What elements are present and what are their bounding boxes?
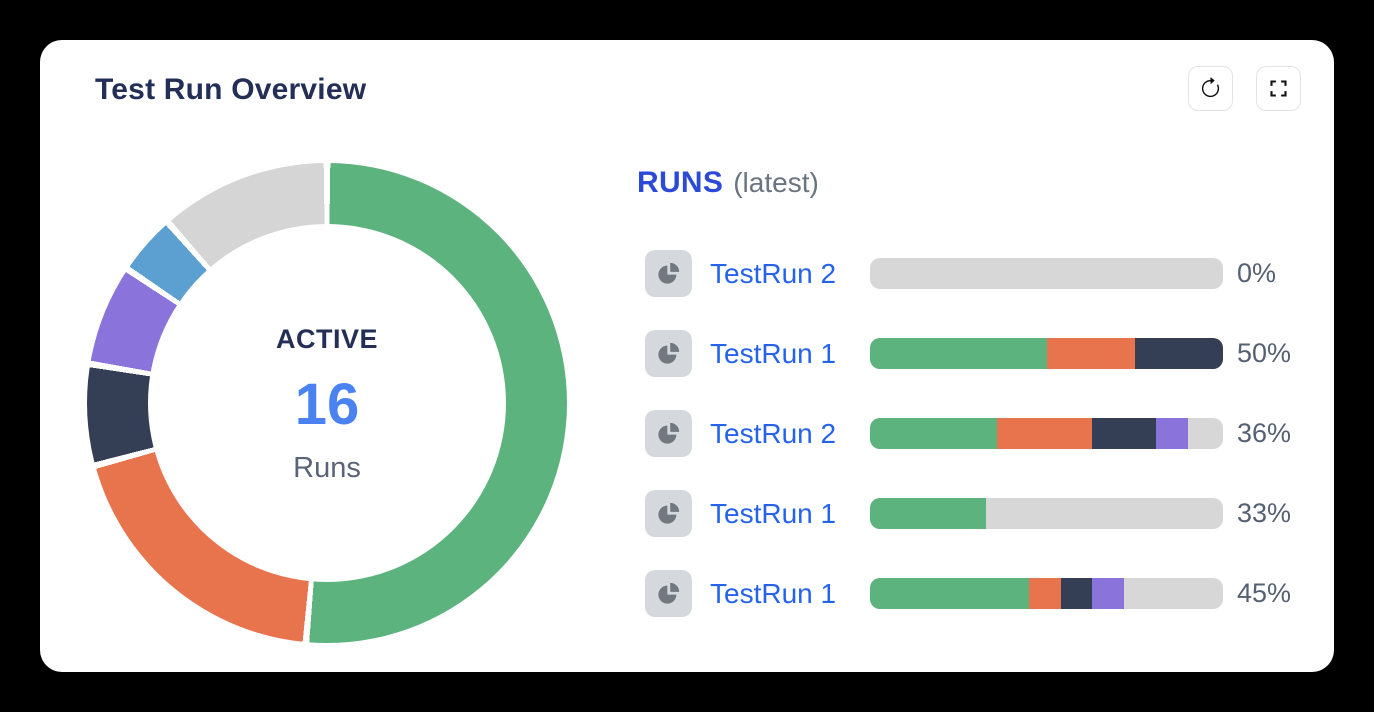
fullscreen-button[interactable] (1256, 66, 1301, 111)
bar-segment-purple (1155, 418, 1188, 449)
run-name-cell: TestRun 2 (692, 258, 870, 290)
bar-segment-green (870, 418, 998, 449)
run-progress-bar (870, 498, 1223, 529)
bar-segment-purple (1092, 578, 1125, 609)
run-pct: 33% (1237, 498, 1292, 528)
bar-segment-green (870, 578, 1029, 609)
bar-segment-green (870, 498, 987, 529)
run-name-link[interactable]: TestRun 1 (710, 337, 837, 369)
run-progress-bar (870, 578, 1223, 609)
run-progress-bar (870, 258, 1223, 289)
run-row: TestRun 2 36% (645, 410, 1345, 457)
run-pct: 45% (1237, 578, 1292, 608)
pie-chart-icon (645, 490, 692, 537)
active-runs-donut-chart: ACTIVE 16 Runs (87, 163, 567, 643)
run-row: TestRun 1 33% (645, 490, 1345, 537)
run-row: TestRun 1 50% (645, 330, 1345, 377)
refresh-button[interactable] (1188, 66, 1233, 111)
bar-segment-navy (1060, 578, 1093, 609)
bar-segment-orange (1046, 338, 1135, 369)
header-actions (1188, 66, 1301, 111)
bar-segment-navy (1134, 338, 1223, 369)
run-name-cell: TestRun 1 (692, 338, 870, 370)
runs-heading-suffix: (latest) (733, 167, 819, 198)
pie-chart-icon (645, 570, 692, 617)
run-name-cell: TestRun 1 (692, 578, 870, 610)
pie-chart-icon (645, 330, 692, 377)
run-name-cell: TestRun 2 (692, 418, 870, 450)
run-name-link[interactable]: TestRun 2 (710, 417, 837, 449)
pie-chart-icon (645, 250, 692, 297)
test-run-overview-card: Test Run Overview (40, 40, 1334, 672)
run-progress-bar (870, 338, 1223, 369)
donut-center-label: ACTIVE (275, 324, 379, 354)
run-progress-bar (870, 418, 1223, 449)
fullscreen-icon (1268, 78, 1289, 99)
run-row: TestRun 1 45% (645, 570, 1345, 617)
run-pct: 0% (1237, 258, 1277, 288)
runs-rows: TestRun 2 0% TestRun 1 50% TestRun 2 3 (645, 250, 1345, 650)
run-name-link[interactable]: TestRun 1 (710, 577, 837, 609)
run-pct: 50% (1237, 338, 1292, 368)
run-name-cell: TestRun 1 (692, 498, 870, 530)
page-title: Test Run Overview (95, 73, 367, 106)
donut-center-sublabel: Runs (293, 452, 361, 484)
donut-center-value: 16 (294, 372, 360, 437)
run-row: TestRun 2 0% (645, 250, 1345, 297)
run-name-link[interactable]: TestRun 2 (710, 257, 837, 289)
runs-heading: RUNS (latest) (637, 166, 819, 200)
donut-hole (148, 224, 506, 582)
bar-segment-orange (997, 418, 1093, 449)
pie-chart-icon (645, 410, 692, 457)
bar-segment-green (870, 338, 1047, 369)
bar-segment-orange (1028, 578, 1061, 609)
runs-heading-label: RUNS (637, 166, 724, 199)
run-name-link[interactable]: TestRun 1 (710, 497, 837, 529)
bar-segment-navy (1092, 418, 1156, 449)
refresh-icon (1199, 77, 1222, 100)
run-pct: 36% (1237, 418, 1292, 448)
